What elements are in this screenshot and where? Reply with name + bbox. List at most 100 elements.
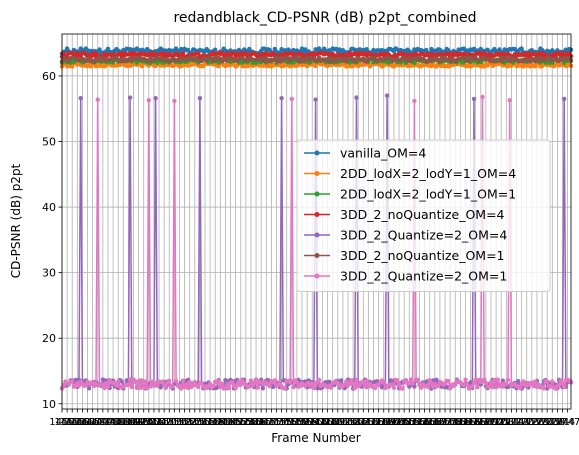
data-point <box>541 386 546 391</box>
data-point <box>384 93 390 98</box>
x-tick-label: 1630 <box>356 417 381 428</box>
x-tick-label: 1720 <box>509 417 534 428</box>
data-point <box>289 96 294 102</box>
x-tick-label: 1576 <box>264 417 289 428</box>
x-tick-label: 1591 <box>289 417 314 428</box>
legend-marker <box>314 171 320 176</box>
data-point <box>144 386 150 391</box>
x-tick-label: 1510 <box>151 417 176 428</box>
x-tick-label: 1579 <box>269 417 294 428</box>
x-tick-label: 1528 <box>182 417 207 428</box>
x-tick-label: 1492 <box>121 417 146 428</box>
data-point <box>163 385 168 390</box>
data-point <box>214 385 220 390</box>
data-point <box>248 378 254 383</box>
x-tick-label: 1672 <box>427 417 452 428</box>
data-point <box>350 381 356 386</box>
data-point <box>197 96 203 101</box>
data-point <box>83 383 89 388</box>
data-point <box>179 386 184 391</box>
data-point <box>129 384 134 390</box>
legend-item: 2DD_lodX=2_lodY=1_OM=1 <box>304 187 516 202</box>
data-point <box>294 380 300 385</box>
data-point <box>61 382 66 388</box>
x-tick-label: 1618 <box>335 417 360 428</box>
data-point <box>211 383 216 388</box>
data-point <box>548 384 553 389</box>
x-tick-label: 1603 <box>310 417 335 428</box>
data-point <box>487 384 492 389</box>
data-point <box>223 378 228 383</box>
data-point <box>562 96 567 102</box>
x-tick-label: 1633 <box>361 417 386 428</box>
x-tick-label: 1732 <box>529 417 554 428</box>
x-tick-label: 1465 <box>75 417 100 428</box>
data-point <box>381 380 386 385</box>
data-point <box>517 385 523 391</box>
data-point <box>173 378 179 384</box>
data-point <box>395 47 400 52</box>
data-point <box>155 383 160 388</box>
data-point <box>119 379 124 384</box>
x-tick-label: 1471 <box>85 417 110 428</box>
x-tick-label: 1621 <box>340 417 365 428</box>
legend-item: 2DD_lodX=2_lodY=1_OM=4 <box>304 166 516 181</box>
data-point <box>495 377 500 382</box>
data-point <box>562 384 567 389</box>
x-tick-label: 1459 <box>65 417 90 428</box>
data-point <box>87 386 92 391</box>
legend-label: 3DD_2_noQuantize_OM=1 <box>340 248 505 263</box>
data-point <box>207 381 213 387</box>
data-point <box>465 382 470 387</box>
x-tick-label: 1642 <box>376 417 401 428</box>
data-point <box>282 386 288 391</box>
legend-item: 3DD_2_Quantize=2_OM=1 <box>304 269 507 284</box>
data-point <box>127 377 133 382</box>
data-point <box>379 385 385 390</box>
x-tick-label: 1588 <box>284 417 309 428</box>
legend-marker <box>314 273 320 279</box>
x-tick-label: 1564 <box>243 417 268 428</box>
x-tick-label: 1468 <box>80 417 105 428</box>
x-tick-label: 1609 <box>320 417 345 428</box>
x-tick-label: 1690 <box>458 417 483 428</box>
x-tick-label: 1507 <box>146 417 171 428</box>
data-point <box>180 378 186 383</box>
data-point <box>150 379 155 385</box>
data-point <box>328 385 334 390</box>
data-point <box>255 385 260 390</box>
x-tick-label: 1714 <box>499 417 524 428</box>
data-point <box>95 97 100 102</box>
data-point <box>516 379 521 384</box>
data-point <box>139 378 145 383</box>
data-point <box>276 59 281 64</box>
x-tick-label: 1600 <box>305 417 330 428</box>
data-point <box>184 382 189 387</box>
data-point <box>134 384 140 390</box>
x-tick-label: 1543 <box>208 417 233 428</box>
data-point <box>461 382 466 388</box>
data-point <box>260 386 266 391</box>
data-point <box>400 386 405 391</box>
data-point <box>238 51 243 56</box>
data-point <box>179 46 184 52</box>
x-tick-label: 1519 <box>167 417 192 428</box>
x-tick-label: 1735 <box>534 417 559 428</box>
data-point <box>78 96 83 101</box>
x-tick-label: 1522 <box>172 417 197 428</box>
data-point <box>136 379 141 384</box>
data-point <box>73 377 78 383</box>
data-point <box>291 385 296 390</box>
x-tick-label: 1525 <box>177 417 202 428</box>
data-point <box>299 46 305 51</box>
data-point <box>463 377 468 382</box>
legend-item: 3DD_2_Quantize=2_OM=4 <box>304 228 507 243</box>
x-tick-label: 1699 <box>473 417 498 428</box>
x-tick-label: 1705 <box>483 417 508 428</box>
data-point <box>70 378 75 384</box>
x-tick-label: 1477 <box>95 417 120 428</box>
data-point <box>364 378 369 383</box>
data-point <box>277 380 283 385</box>
data-point <box>471 380 477 386</box>
